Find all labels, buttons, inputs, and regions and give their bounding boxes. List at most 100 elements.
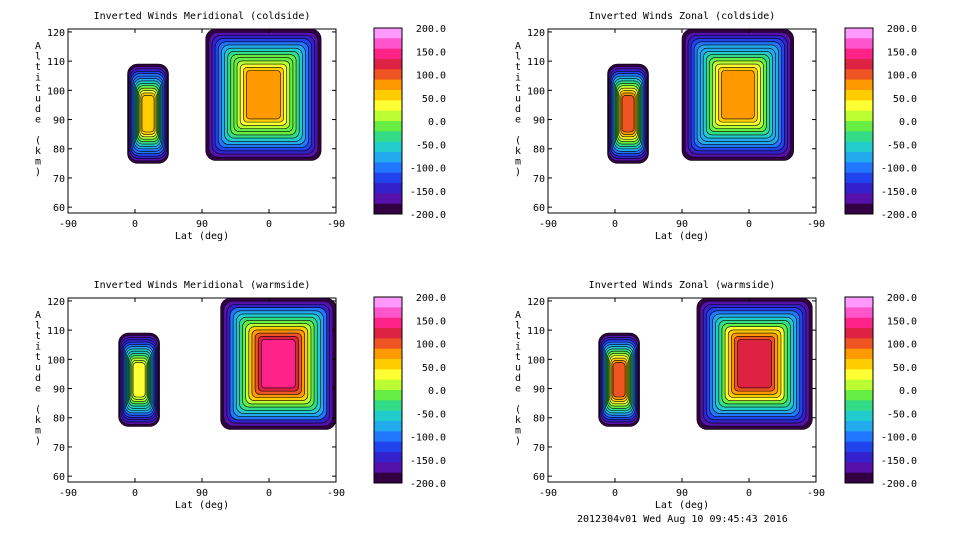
colorbar-tick-label: -50.0 [416,140,446,151]
y-axis-label-char: A [35,41,41,52]
y-tick-label: 60 [533,472,545,483]
colorbar-segment [845,79,873,91]
colorbar-tick-label: 200.0 [887,24,917,35]
colorbar-segment [845,348,873,360]
y-axis-label-char: l [35,52,41,63]
colorbar-segment [374,452,402,463]
contour-band [141,95,155,133]
colorbar-segment [374,110,402,122]
y-tick-label: 100 [47,86,65,97]
y-axis-label-char: u [515,94,521,105]
colorbar-segment [374,90,402,101]
colorbar-tick-label: 100.0 [887,71,917,82]
colorbar-tick-label: 150.0 [887,47,917,58]
x-axis-label: Lat (deg) [655,500,709,511]
colorbar-segment [374,203,402,215]
y-tick-label: 70 [53,174,65,185]
y-axis-label-char: u [35,363,41,374]
colorbar-segment [845,369,873,381]
y-axis-label-char: t [515,62,521,73]
y-axis-label-char: i [515,73,521,84]
y-axis-label-char: k [35,146,41,157]
y-axis-label-char: e [35,115,41,126]
colorbar-tick-label: -200.0 [410,210,446,221]
y-axis-label-char: k [35,415,41,426]
colorbar-tick-label: -200.0 [881,210,917,221]
y-tick-label: 100 [47,355,65,366]
colorbar-segment [374,441,402,453]
y-axis-label-char: i [35,342,41,353]
y-axis-label-char: m [515,157,521,168]
y-axis-label-char: A [515,41,521,52]
colorbar-segment [374,79,402,91]
y-tick-label: 80 [53,145,65,156]
x-tick-label: -90 [807,219,825,230]
y-axis-label-char: ( [35,136,41,147]
x-tick-label: 90 [676,488,688,499]
contour-band [721,70,755,120]
y-axis-label-char: d [35,104,41,115]
colorbar-tick-label: -100.0 [410,164,446,175]
y-axis-label-char: e [515,115,521,126]
colorbar-segment [374,472,402,484]
colorbar-segment [845,162,873,174]
colorbar-segment [374,431,402,443]
y-axis-label-char: d [515,104,521,115]
colorbar-segment [845,421,873,432]
x-tick-label: 90 [196,488,208,499]
colorbar-segment [845,462,873,474]
y-axis-label-char: ) [35,436,41,447]
x-axis-label: Lat (deg) [175,231,229,242]
colorbar-segment [374,379,402,391]
colorbar-tick-label: 200.0 [416,293,446,304]
colorbar-segment [845,131,873,143]
colorbar-tick-label: -150.0 [410,456,446,467]
colorbar-segment [374,400,402,412]
colorbar-segment [374,462,402,474]
y-tick-label: 110 [47,57,65,68]
colorbar-segment [374,100,402,112]
y-tick-label: 120 [527,297,545,308]
colorbar-tick-label: 50.0 [893,363,917,374]
y-axis-label-char: u [515,363,521,374]
colorbar-tick-label: -150.0 [410,187,446,198]
colorbar-segment [845,183,873,194]
y-axis-label-char: ( [515,405,521,416]
colorbar-segment [374,59,402,70]
colorbar-segment [845,390,873,401]
colorbar-segment [845,69,873,81]
y-tick-label: 120 [47,297,65,308]
panel-title: Inverted Winds Zonal (coldside) [589,11,776,22]
colorbar-tick-label: 50.0 [422,363,446,374]
y-axis-label-char: e [515,384,521,395]
panel-title: Inverted Winds Meridional (coldside) [94,11,311,22]
x-tick-label: -90 [327,488,345,499]
colorbar-frame [373,296,403,484]
y-axis-label-char [515,394,521,405]
x-tick-label: 0 [746,488,752,499]
y-tick-label: 90 [53,385,65,396]
colorbar-tick-label: 50.0 [422,94,446,105]
colorbar-segment [845,431,873,443]
y-tick-label: 90 [53,116,65,127]
colorbar-segment [374,48,402,60]
y-axis-label-char: ) [35,167,41,178]
panel-title: Inverted Winds Zonal (warmside) [589,280,776,291]
colorbar-tick-label: -150.0 [881,187,917,198]
colorbar-tick-label: 0.0 [428,386,446,397]
colorbar-segment [845,121,873,132]
y-axis-label-char: m [515,426,521,437]
contour-band [621,95,635,133]
colorbar-segment [374,338,402,350]
x-tick-label: 0 [132,488,138,499]
x-tick-label: 0 [746,219,752,230]
y-tick-label: 110 [47,326,65,337]
colorbar-segment [845,100,873,112]
y-axis-label-char: k [515,146,521,157]
colorbar-segment [374,152,402,163]
colorbar-segment [845,203,873,215]
y-tick-label: 80 [53,414,65,425]
colorbar-segment [845,472,873,484]
colorbar-segment [374,162,402,174]
y-tick-label: 60 [53,472,65,483]
